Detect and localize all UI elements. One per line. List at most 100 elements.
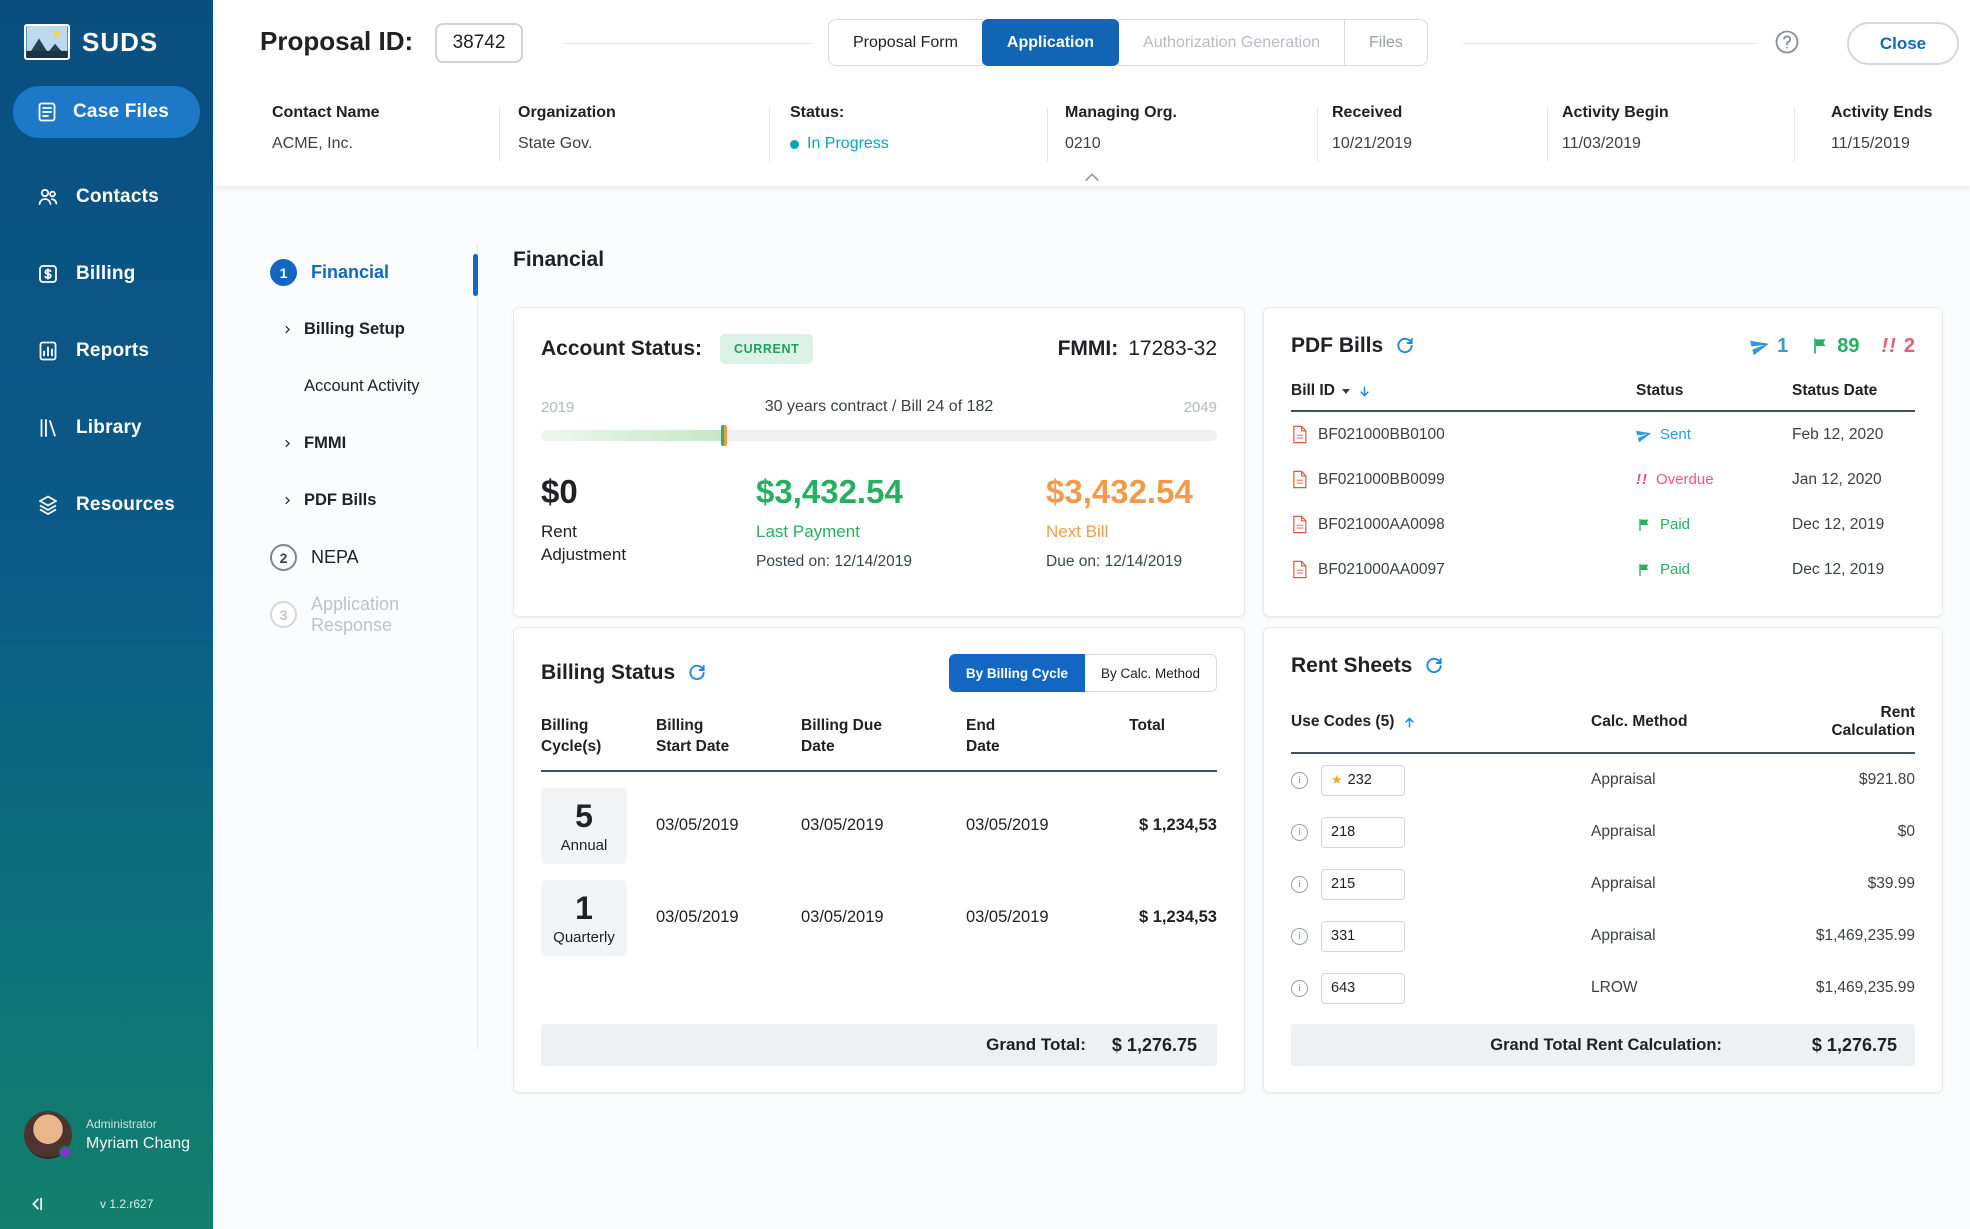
account-stats: $0 Rent Adjustment $3,432.54 Last Paymen…	[541, 473, 1217, 571]
table-row[interactable]: 1 Quarterly 03/05/2019 03/05/2019 03/05/…	[541, 879, 1217, 956]
refresh-icon[interactable]	[1424, 656, 1444, 676]
use-code-box[interactable]: 218	[1321, 816, 1405, 848]
collapse-sidebar-icon[interactable]	[26, 1193, 48, 1215]
table-row[interactable]: i 331 Appraisal $1,469,235.99	[1291, 910, 1915, 962]
table-row[interactable]: BF021000AA0097 Paid Dec 12, 2019	[1291, 547, 1915, 592]
column-header: Billing Due Date	[801, 717, 882, 755]
billing-cycle-cell: 5 Annual	[541, 787, 627, 864]
tab-files[interactable]: Files	[1344, 19, 1428, 66]
field-label: Activity Ends	[1831, 104, 1933, 121]
stat-rent-adjustment: $0 Rent Adjustment	[541, 473, 756, 571]
stat-amount: $3,432.54	[756, 473, 903, 510]
table-row[interactable]: BF021000AA0098 Paid Dec 12, 2019	[1291, 502, 1915, 547]
toggle-by-billing-cycle[interactable]: By Billing Cycle	[948, 654, 1085, 692]
stat-amount: $3,432.54	[1046, 473, 1193, 510]
pdf-file-icon[interactable]	[1291, 425, 1308, 444]
sidebar-item-resources[interactable]: Resources	[0, 466, 213, 543]
chevron-right-icon	[282, 324, 293, 335]
calc-method: Appraisal	[1591, 823, 1656, 840]
table-row[interactable]: i 643 LROW $1,469,235.99	[1291, 962, 1915, 1014]
use-code: 643	[1331, 980, 1356, 996]
use-code: 331	[1331, 928, 1356, 944]
grand-total-label: Grand Total Rent Calculation:	[1490, 1035, 1722, 1054]
column-header: Rent Calculation	[1831, 704, 1915, 739]
field-label: Status:	[790, 104, 845, 121]
paid-counter[interactable]: 89	[1810, 334, 1860, 358]
page-title: Financial	[513, 248, 605, 271]
rent-sheets-card: Rent Sheets Use Codes (5) Calc. Method R…	[1263, 627, 1943, 1093]
column-header: Use Codes (5)	[1291, 713, 1395, 730]
step-item-fmmi[interactable]: FMMI	[270, 415, 470, 472]
overdue-icon: !!	[1636, 471, 1648, 488]
bill-id: BF021000BB0099	[1318, 470, 1445, 488]
pdf-file-icon[interactable]	[1291, 560, 1308, 579]
step-item-billing-setup[interactable]: Billing Setup	[270, 301, 470, 358]
help-icon[interactable]	[1773, 28, 1801, 56]
use-code-box[interactable]: 215	[1321, 868, 1405, 900]
calc-method: Appraisal	[1591, 771, 1656, 788]
overdue-counter[interactable]: !! 2	[1882, 335, 1915, 358]
progress-marker[interactable]	[720, 425, 727, 446]
collapse-summary-icon[interactable]	[1082, 170, 1102, 184]
summary-field-activity-begin: Activity Begin 11/03/2019	[1548, 84, 1794, 153]
billing-icon	[36, 262, 60, 286]
sort-descending-icon[interactable]	[1357, 384, 1372, 399]
bill-status-date: Jan 12, 2020	[1792, 470, 1882, 488]
sidebar-item-contacts[interactable]: Contacts	[0, 158, 213, 235]
summary-field-organization: Organization State Gov.	[500, 84, 769, 153]
info-icon[interactable]: i	[1291, 823, 1308, 841]
rent-calculation: $1,469,235.99	[1815, 979, 1915, 996]
step-application-response[interactable]: 3 Application Response	[270, 586, 470, 643]
pdf-file-icon[interactable]	[1291, 515, 1308, 534]
info-icon[interactable]: i	[1291, 875, 1308, 893]
step-item-label: Account Activity	[304, 377, 420, 395]
step-item-account-activity[interactable]: Account Activity	[270, 358, 470, 415]
sidebar-item-library[interactable]: Library	[0, 389, 213, 466]
pdf-file-icon[interactable]	[1291, 470, 1308, 489]
sent-counter[interactable]: 1	[1750, 335, 1788, 358]
info-icon[interactable]: i	[1291, 771, 1308, 789]
paid-count: 89	[1837, 334, 1860, 357]
refresh-icon[interactable]	[687, 663, 707, 683]
step-item-pdf-bills[interactable]: PDF Bills	[270, 472, 470, 529]
case-files-icon	[35, 100, 59, 124]
use-code-box[interactable]: ★ 232	[1321, 764, 1405, 796]
sidebar-item-billing[interactable]: Billing	[0, 235, 213, 312]
use-codes-sort-header[interactable]: Use Codes (5)	[1291, 713, 1591, 731]
refresh-icon[interactable]	[1395, 336, 1415, 356]
tab-proposal-form[interactable]: Proposal Form	[828, 19, 983, 66]
grand-total-value: $ 1,276.75	[1811, 1034, 1897, 1055]
info-icon[interactable]: i	[1291, 927, 1308, 945]
table-row[interactable]: 5 Annual 03/05/2019 03/05/2019 03/05/201…	[541, 787, 1217, 864]
proposal-id-input[interactable]: 38742	[435, 23, 523, 63]
sidebar-item-label: Billing	[76, 262, 136, 284]
step-nepa[interactable]: 2 NEPA	[270, 529, 470, 586]
tab-authorization-generation[interactable]: Authorization Generation	[1118, 19, 1346, 66]
use-code-box[interactable]: 643	[1321, 972, 1405, 1004]
table-row[interactable]: BF021000BB0100 Sent Feb 12, 2020	[1291, 412, 1915, 457]
bill-id-sort-header[interactable]: Bill ID	[1291, 382, 1636, 400]
bill-status-counters: 1 89 !! 2	[1750, 335, 1915, 358]
sidebar-item-case-files[interactable]: Case Files	[13, 86, 200, 138]
field-divider	[499, 108, 500, 162]
user-profile[interactable]: Administrator Myriam Chang	[0, 1111, 213, 1159]
sort-ascending-icon[interactable]	[1402, 715, 1417, 730]
active-step-indicator	[473, 254, 478, 296]
star-icon: ★	[1331, 772, 1343, 787]
tab-application[interactable]: Application	[981, 19, 1120, 66]
table-row[interactable]: i 215 Appraisal $39.99	[1291, 858, 1915, 910]
field-divider	[1317, 108, 1318, 162]
sidebar-item-label: Case Files	[73, 101, 169, 122]
table-row[interactable]: i ★ 232 Appraisal $921.80	[1291, 754, 1915, 806]
status-dot-icon	[790, 139, 799, 149]
toggle-by-calc-method[interactable]: By Calc. Method	[1083, 654, 1217, 692]
field-label: Contact Name	[272, 104, 380, 121]
info-icon[interactable]: i	[1291, 979, 1308, 997]
use-code-box[interactable]: 331	[1321, 920, 1405, 952]
table-row[interactable]: BF021000BB0099 !! Overdue Jan 12, 2020	[1291, 457, 1915, 502]
step-financial[interactable]: 1 Financial	[270, 244, 470, 301]
close-button[interactable]: Close	[1847, 22, 1959, 65]
table-row[interactable]: i 218 Appraisal $0	[1291, 806, 1915, 858]
sidebar-item-reports[interactable]: Reports	[0, 312, 213, 389]
bill-status-text: Paid	[1660, 561, 1691, 578]
